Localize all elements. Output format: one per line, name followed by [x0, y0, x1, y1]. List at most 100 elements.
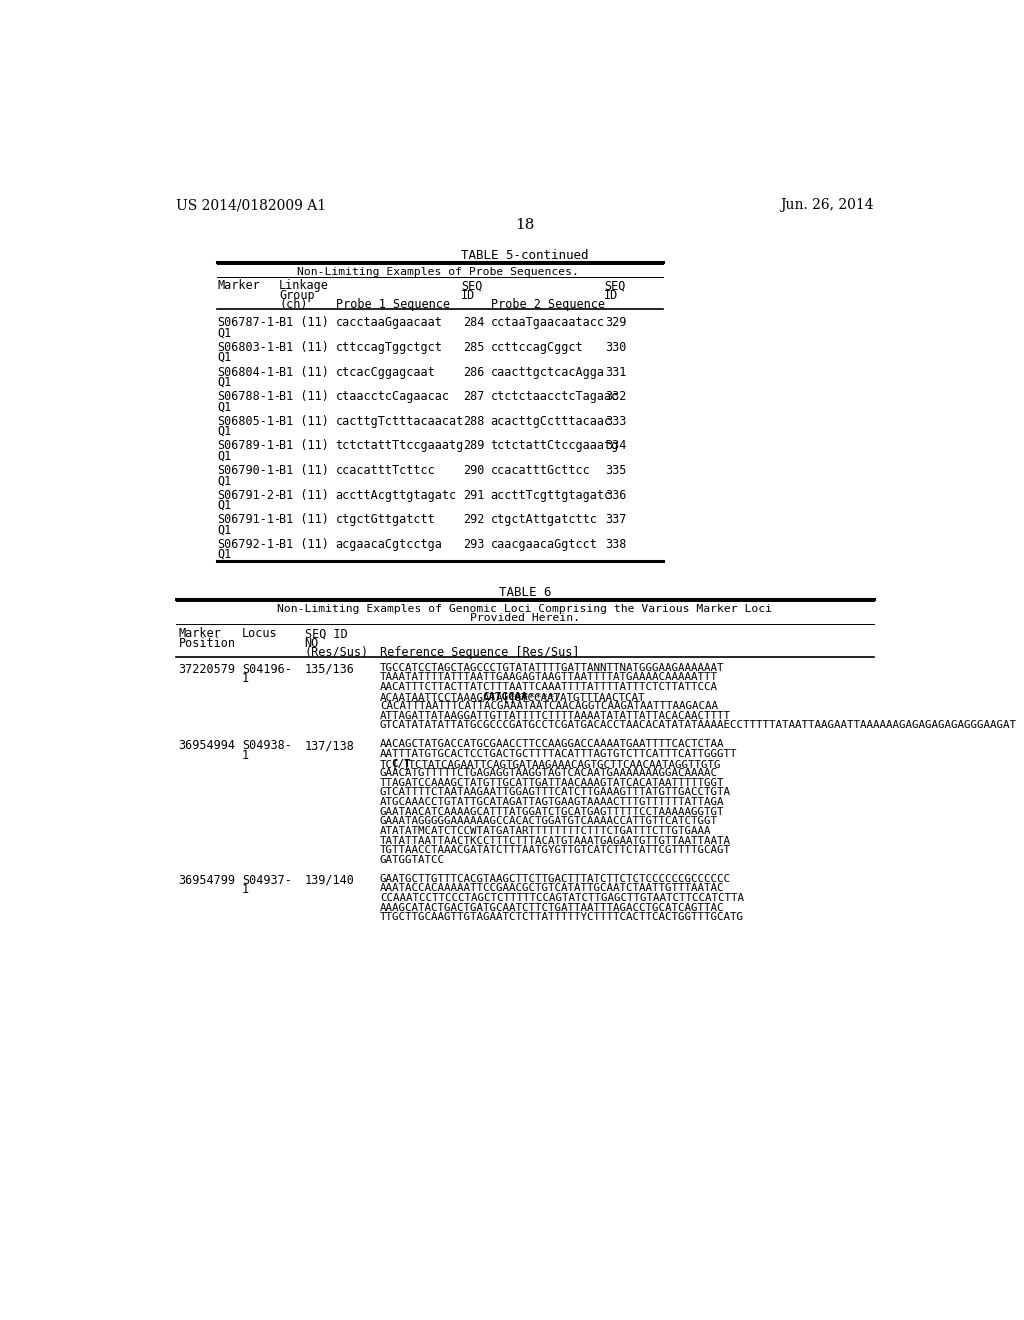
Text: NO: NO — [305, 636, 318, 649]
Text: C/T: C/T — [391, 759, 411, 768]
Text: ccacatttTcttcc: ccacatttTcttcc — [336, 465, 435, 477]
Text: 286: 286 — [463, 366, 484, 379]
Text: ACAATAATTCCTAAAGATA[*******/: ACAATAATTCCTAAAGATA[*******/ — [380, 692, 562, 702]
Text: (ch): (ch) — [280, 298, 307, 310]
Text: GAACATGTTTTTCTGAGAGGTAAGGTAGTCACAATGAAAAAAAGGACAAAAC: GAACATGTTTTTCTGAGAGGTAAGGTAGTCACAATGAAAA… — [380, 768, 718, 779]
Text: 292: 292 — [463, 513, 484, 527]
Text: ID: ID — [461, 289, 475, 301]
Text: CACATTTAATTTCATTACGAAATAATCAACAGGTCAAGATAATTTAAGACAA: CACATTTAATTTCATTACGAAATAATCAACAGGTCAAGAT… — [380, 701, 718, 711]
Text: B1 (11): B1 (11) — [280, 513, 329, 527]
Text: B1 (11): B1 (11) — [280, 488, 329, 502]
Text: 291: 291 — [463, 488, 484, 502]
Text: B1 (11): B1 (11) — [280, 341, 329, 354]
Text: S06790-1-: S06790-1- — [217, 465, 282, 477]
Text: S06789-1-: S06789-1- — [217, 440, 282, 453]
Text: 36954994: 36954994 — [178, 739, 236, 752]
Text: tctctattCtccgaaatg: tctctattCtccgaaatg — [490, 440, 618, 453]
Text: 18: 18 — [515, 218, 535, 232]
Text: S06788-1-: S06788-1- — [217, 391, 282, 403]
Text: Q1: Q1 — [217, 376, 231, 388]
Text: ctcacCggagcaat: ctcacCggagcaat — [336, 366, 435, 379]
Text: Non-Limiting Examples of Genomic Loci Comprising the Various Marker Loci: Non-Limiting Examples of Genomic Loci Co… — [278, 605, 772, 614]
Text: S06804-1-: S06804-1- — [217, 366, 282, 379]
Text: GATGGTATCC: GATGGTATCC — [380, 855, 444, 865]
Text: Probe 1 Sequence: Probe 1 Sequence — [336, 298, 450, 310]
Text: B1 (11): B1 (11) — [280, 465, 329, 477]
Text: B1 (11): B1 (11) — [280, 414, 329, 428]
Text: 330: 330 — [605, 341, 627, 354]
Text: (Res/Sus): (Res/Sus) — [305, 645, 369, 659]
Text: Group: Group — [280, 289, 314, 301]
Text: 289: 289 — [463, 440, 484, 453]
Text: 135/136: 135/136 — [305, 663, 354, 676]
Text: caacttgctcacAgga: caacttgctcacAgga — [490, 366, 605, 379]
Text: Q1: Q1 — [217, 425, 231, 438]
Text: ccttccagCggct: ccttccagCggct — [490, 341, 584, 354]
Text: ctgctAttgatcttc: ctgctAttgatcttc — [490, 513, 598, 527]
Text: Q1: Q1 — [217, 400, 231, 413]
Text: B1 (11): B1 (11) — [280, 440, 329, 453]
Text: tctctattTtccgaaatg: tctctattTtccgaaatg — [336, 440, 464, 453]
Text: Jun. 26, 2014: Jun. 26, 2014 — [780, 198, 873, 213]
Text: S06803-1-: S06803-1- — [217, 341, 282, 354]
Text: 335: 335 — [605, 465, 627, 477]
Text: CCAAATCCTTCCCTAGCTCTTTTTCCAGTATCTTGAGCTTGTAATCTTCCATCTTA: CCAAATCCTTCCCTAGCTCTTTTTCCAGTATCTTGAGCTT… — [380, 892, 743, 903]
Text: S06792-1-: S06792-1- — [217, 539, 282, 550]
Text: B1 (11): B1 (11) — [280, 366, 329, 379]
Text: acgaacaCgtcctga: acgaacaCgtcctga — [336, 539, 442, 550]
Text: accttAcgttgtagatc: accttAcgttgtagatc — [336, 488, 457, 502]
Text: B1 (11): B1 (11) — [280, 317, 329, 329]
Text: 139/140: 139/140 — [305, 874, 354, 887]
Text: CATGCAA: CATGCAA — [482, 692, 527, 702]
Text: 329: 329 — [605, 317, 627, 329]
Text: 338: 338 — [605, 539, 627, 550]
Text: S06787-1-: S06787-1- — [217, 317, 282, 329]
Text: SEQ: SEQ — [461, 280, 482, 292]
Text: ATATATMCATCTCCWTATGATARTTTTTTTTCTTTCTGATTTCTTGTGAAA: ATATATMCATCTCCWTATGATARTTTTTTTTCTTTCTGAT… — [380, 826, 712, 836]
Text: AAATACCACAAAAATTCCGAACGCTGTCATATTGCAATCTAATTGTTTAATAC: AAATACCACAAAAATTCCGAACGCTGTCATATTGCAATCT… — [380, 883, 724, 894]
Text: AAAGCATACTGACTGATGCAATCTTCTGATTAATTTAGACCTGCATCAGTTAC: AAAGCATACTGACTGATGCAATCTTCTGATTAATTTAGAC… — [380, 903, 724, 912]
Text: AACATTTCTTACTTATCTTTAATTCAAATTTTATTTTATTTCTCTTATTCCA: AACATTTCTTACTTATCTTTAATTCAAATTTTATTTTATT… — [380, 682, 718, 692]
Text: TTGCTTGCAAGTTGTAGAATCTCTTATTTTTYCTTTTCACTTCACTGGTTTGCATG: TTGCTTGCAAGTTGTAGAATCTCTTATTTTTYCTTTTCAC… — [380, 912, 743, 923]
Text: 37220579: 37220579 — [178, 663, 236, 676]
Text: 1: 1 — [242, 748, 249, 762]
Text: GAATGCTTGTTTCACGTAAGCTTCTTGACTTTATCTTCTCTCCCCCCGCCCCCC: GAATGCTTGTTTCACGTAAGCTTCTTGACTTTATCTTCTC… — [380, 874, 731, 883]
Text: SEQ ID: SEQ ID — [305, 627, 347, 640]
Text: ]GTCCAATATGTTTAACTCAT: ]GTCCAATATGTTTAACTCAT — [508, 692, 644, 702]
Text: Linkage: Linkage — [280, 280, 329, 292]
Text: 333: 333 — [605, 414, 627, 428]
Text: GTCATTTTCTAATAAGAATTGGAGTTTCATCTTGAAAGTTTATGTTGACCTGTA: GTCATTTTCTAATAAGAATTGGAGTTTCATCTTGAAAGTT… — [380, 788, 731, 797]
Text: Probe 2 Sequence: Probe 2 Sequence — [490, 298, 605, 310]
Text: AACAGCTATGACCATGCGAACCTTCCAAGGACCAAAATGAATTTTCACTCTAA: AACAGCTATGACCATGCGAACCTTCCAAGGACCAAAATGA… — [380, 739, 724, 750]
Text: ccacatttGcttcc: ccacatttGcttcc — [490, 465, 591, 477]
Text: 332: 332 — [605, 391, 627, 403]
Text: S04938-: S04938- — [242, 739, 292, 752]
Text: Q1: Q1 — [217, 548, 231, 561]
Text: cacttgTctttacaacat: cacttgTctttacaacat — [336, 414, 464, 428]
Text: Non-Limiting Examples of Probe Sequences.: Non-Limiting Examples of Probe Sequences… — [297, 267, 579, 277]
Text: ]TCTATCAGAATTCAGTGATAAGAAACAGTGCTTCAACAATAGGTTGTG: ]TCTATCAGAATTCAGTGATAAGAAACAGTGCTTCAACAA… — [401, 759, 720, 768]
Text: Marker: Marker — [217, 280, 260, 292]
Text: ctgctGttgatctt: ctgctGttgatctt — [336, 513, 435, 527]
Text: cctaaTgaacaatacc: cctaaTgaacaatacc — [490, 317, 605, 329]
Text: 336: 336 — [605, 488, 627, 502]
Text: S06791-1-: S06791-1- — [217, 513, 282, 527]
Text: Position: Position — [178, 636, 236, 649]
Text: accttTcgttgtagatc: accttTcgttgtagatc — [490, 488, 611, 502]
Text: TABLE 5-continued: TABLE 5-continued — [461, 249, 589, 263]
Text: GAATAACATCAAAAGCATTTATGGATCTGCATGAGTTTTTCCTAAAAAGGTGT: GAATAACATCAAAAGCATTTATGGATCTGCATGAGTTTTT… — [380, 807, 724, 817]
Text: TABLE 6: TABLE 6 — [499, 586, 551, 599]
Text: Q1: Q1 — [217, 524, 231, 536]
Text: Marker: Marker — [178, 627, 221, 640]
Text: 1: 1 — [242, 883, 249, 896]
Text: Locus: Locus — [242, 627, 278, 640]
Text: caacgaacaGgtcct: caacgaacaGgtcct — [490, 539, 598, 550]
Text: S04937-: S04937- — [242, 874, 292, 887]
Text: Q1: Q1 — [217, 499, 231, 512]
Text: cacctaaGgaacaat: cacctaaGgaacaat — [336, 317, 442, 329]
Text: Q1: Q1 — [217, 449, 231, 462]
Text: 331: 331 — [605, 366, 627, 379]
Text: ATGCAAACCTGTATTGCATAGATTAGTGAAGTAAAACTTTGTTTTTTATTAGA: ATGCAAACCTGTATTGCATAGATTAGTGAAGTAAAACTTT… — [380, 797, 724, 807]
Text: ATTAGATTATAAGGATTGTTATTTTCTTTTAAAATATATTATTACACAACTTTT: ATTAGATTATAAGGATTGTTATTTTCTTTTAAAATATATT… — [380, 711, 731, 721]
Text: 293: 293 — [463, 539, 484, 550]
